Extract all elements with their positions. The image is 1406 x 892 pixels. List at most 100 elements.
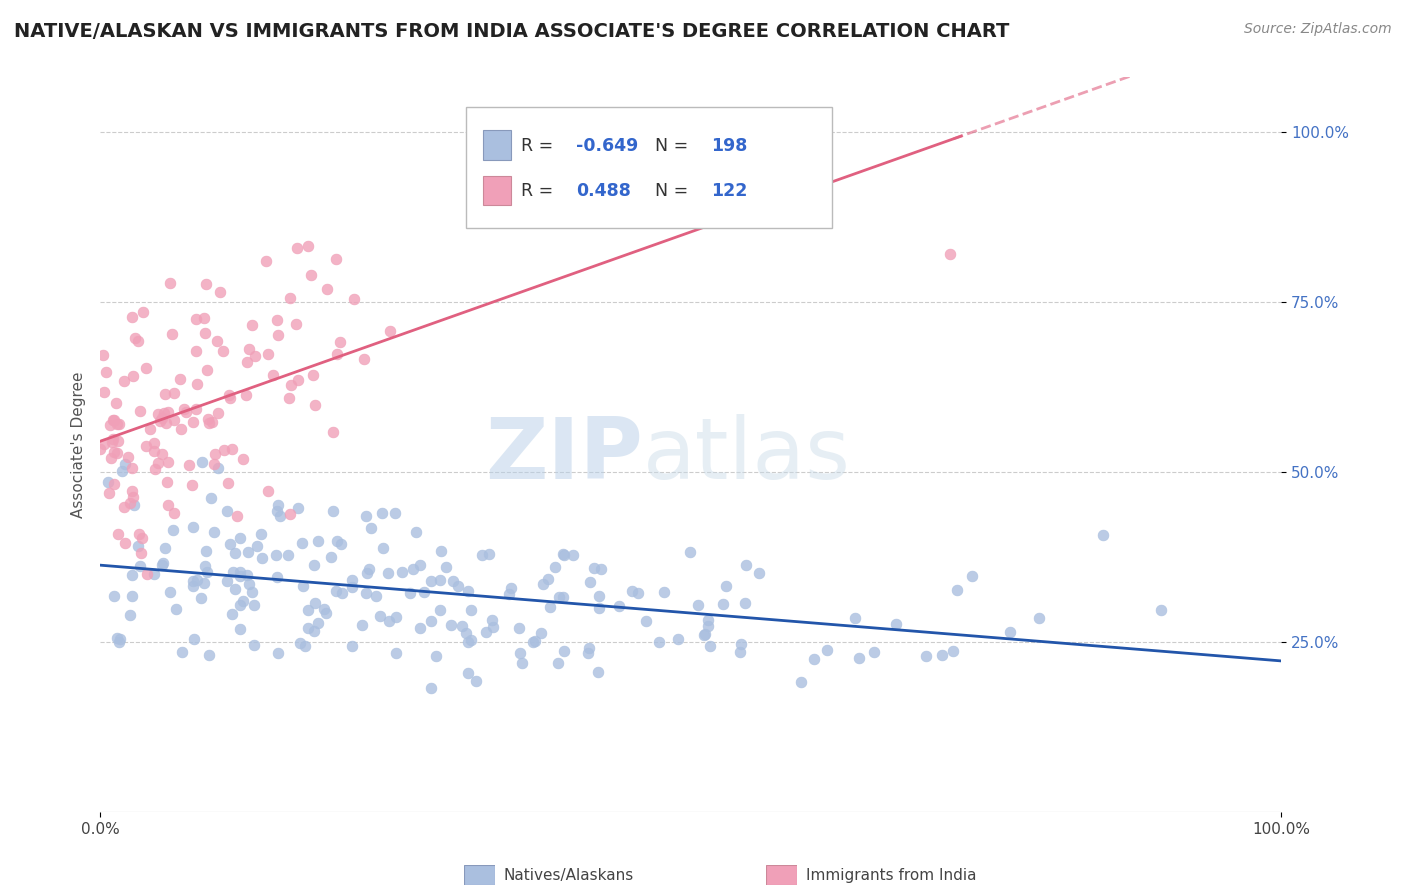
Text: ZIP: ZIP — [485, 414, 644, 498]
Point — [101, 432, 124, 446]
Point — [342, 574, 364, 588]
Point — [118, 496, 141, 510]
Point — [197, 412, 219, 426]
Point — [548, 590, 571, 604]
Point — [429, 602, 451, 616]
Point — [621, 584, 644, 599]
Point — [163, 386, 186, 401]
Point — [588, 589, 610, 603]
FancyBboxPatch shape — [467, 107, 832, 228]
Point — [454, 626, 477, 640]
Point — [696, 613, 718, 627]
Point — [668, 632, 690, 646]
Point — [686, 599, 709, 613]
Point — [939, 247, 962, 261]
Point — [186, 376, 208, 391]
Point — [429, 574, 451, 588]
Point — [190, 591, 212, 606]
Point — [325, 584, 347, 599]
Point — [586, 665, 609, 679]
Point — [354, 509, 377, 524]
Point — [215, 503, 238, 517]
Point — [121, 310, 143, 325]
Point — [124, 331, 146, 345]
Point — [288, 635, 311, 649]
Point — [243, 349, 266, 363]
Point — [360, 521, 382, 535]
Point — [353, 352, 375, 367]
Point — [441, 574, 464, 589]
Point — [108, 417, 131, 431]
Point — [844, 611, 866, 625]
Point — [229, 598, 252, 612]
Point — [100, 450, 122, 465]
Point — [236, 568, 259, 582]
Point — [121, 461, 143, 475]
Point — [537, 572, 560, 586]
Point — [848, 650, 870, 665]
Point — [267, 328, 290, 343]
Point — [481, 613, 503, 627]
Point — [371, 506, 394, 520]
Point — [202, 458, 225, 472]
Point — [391, 566, 413, 580]
Point — [578, 641, 600, 656]
Point — [195, 544, 218, 558]
Point — [170, 422, 193, 436]
Point — [413, 584, 436, 599]
Point — [159, 585, 181, 599]
Point — [371, 541, 394, 555]
Text: -0.649: -0.649 — [576, 136, 638, 155]
Text: R =: R = — [520, 136, 558, 155]
Point — [291, 578, 314, 592]
Point — [328, 334, 350, 349]
Text: Natives/Alaskans: Natives/Alaskans — [503, 868, 634, 882]
Point — [301, 368, 323, 383]
Point — [204, 525, 226, 540]
Point — [173, 401, 195, 416]
Point — [195, 363, 218, 377]
Point — [112, 374, 135, 388]
Point — [107, 527, 129, 541]
Text: NATIVE/ALASKAN VS IMMIGRANTS FROM INDIA ASSOCIATE'S DEGREE CORRELATION CHART: NATIVE/ALASKAN VS IMMIGRANTS FROM INDIA … — [14, 22, 1010, 41]
Point — [217, 476, 239, 491]
Point — [193, 576, 215, 591]
Point — [101, 413, 124, 427]
Point — [207, 334, 229, 349]
Point — [430, 544, 453, 558]
Point — [91, 348, 114, 362]
Point — [262, 368, 284, 383]
Point — [150, 558, 173, 573]
Point — [679, 545, 702, 559]
Point — [129, 404, 152, 418]
Point — [97, 485, 120, 500]
Point — [451, 619, 474, 633]
Point — [915, 648, 938, 663]
Point — [162, 523, 184, 537]
Point — [224, 546, 246, 560]
Point — [693, 628, 716, 642]
Point — [419, 681, 441, 696]
Point — [582, 560, 605, 574]
Point — [280, 378, 302, 392]
Point — [184, 343, 207, 358]
Point — [419, 574, 441, 588]
Point — [530, 626, 553, 640]
Point — [129, 545, 152, 559]
Point — [267, 646, 290, 660]
Point — [238, 343, 260, 357]
Point — [131, 532, 153, 546]
Point — [297, 602, 319, 616]
Point — [385, 646, 408, 660]
Point — [156, 455, 179, 469]
Point — [748, 566, 770, 580]
Point — [634, 614, 657, 628]
Point — [156, 405, 179, 419]
Point — [523, 634, 546, 648]
Point — [728, 644, 751, 658]
Point — [409, 621, 432, 635]
Point — [103, 589, 125, 603]
Point — [350, 618, 373, 632]
Point — [1091, 528, 1114, 542]
Point — [181, 574, 204, 588]
